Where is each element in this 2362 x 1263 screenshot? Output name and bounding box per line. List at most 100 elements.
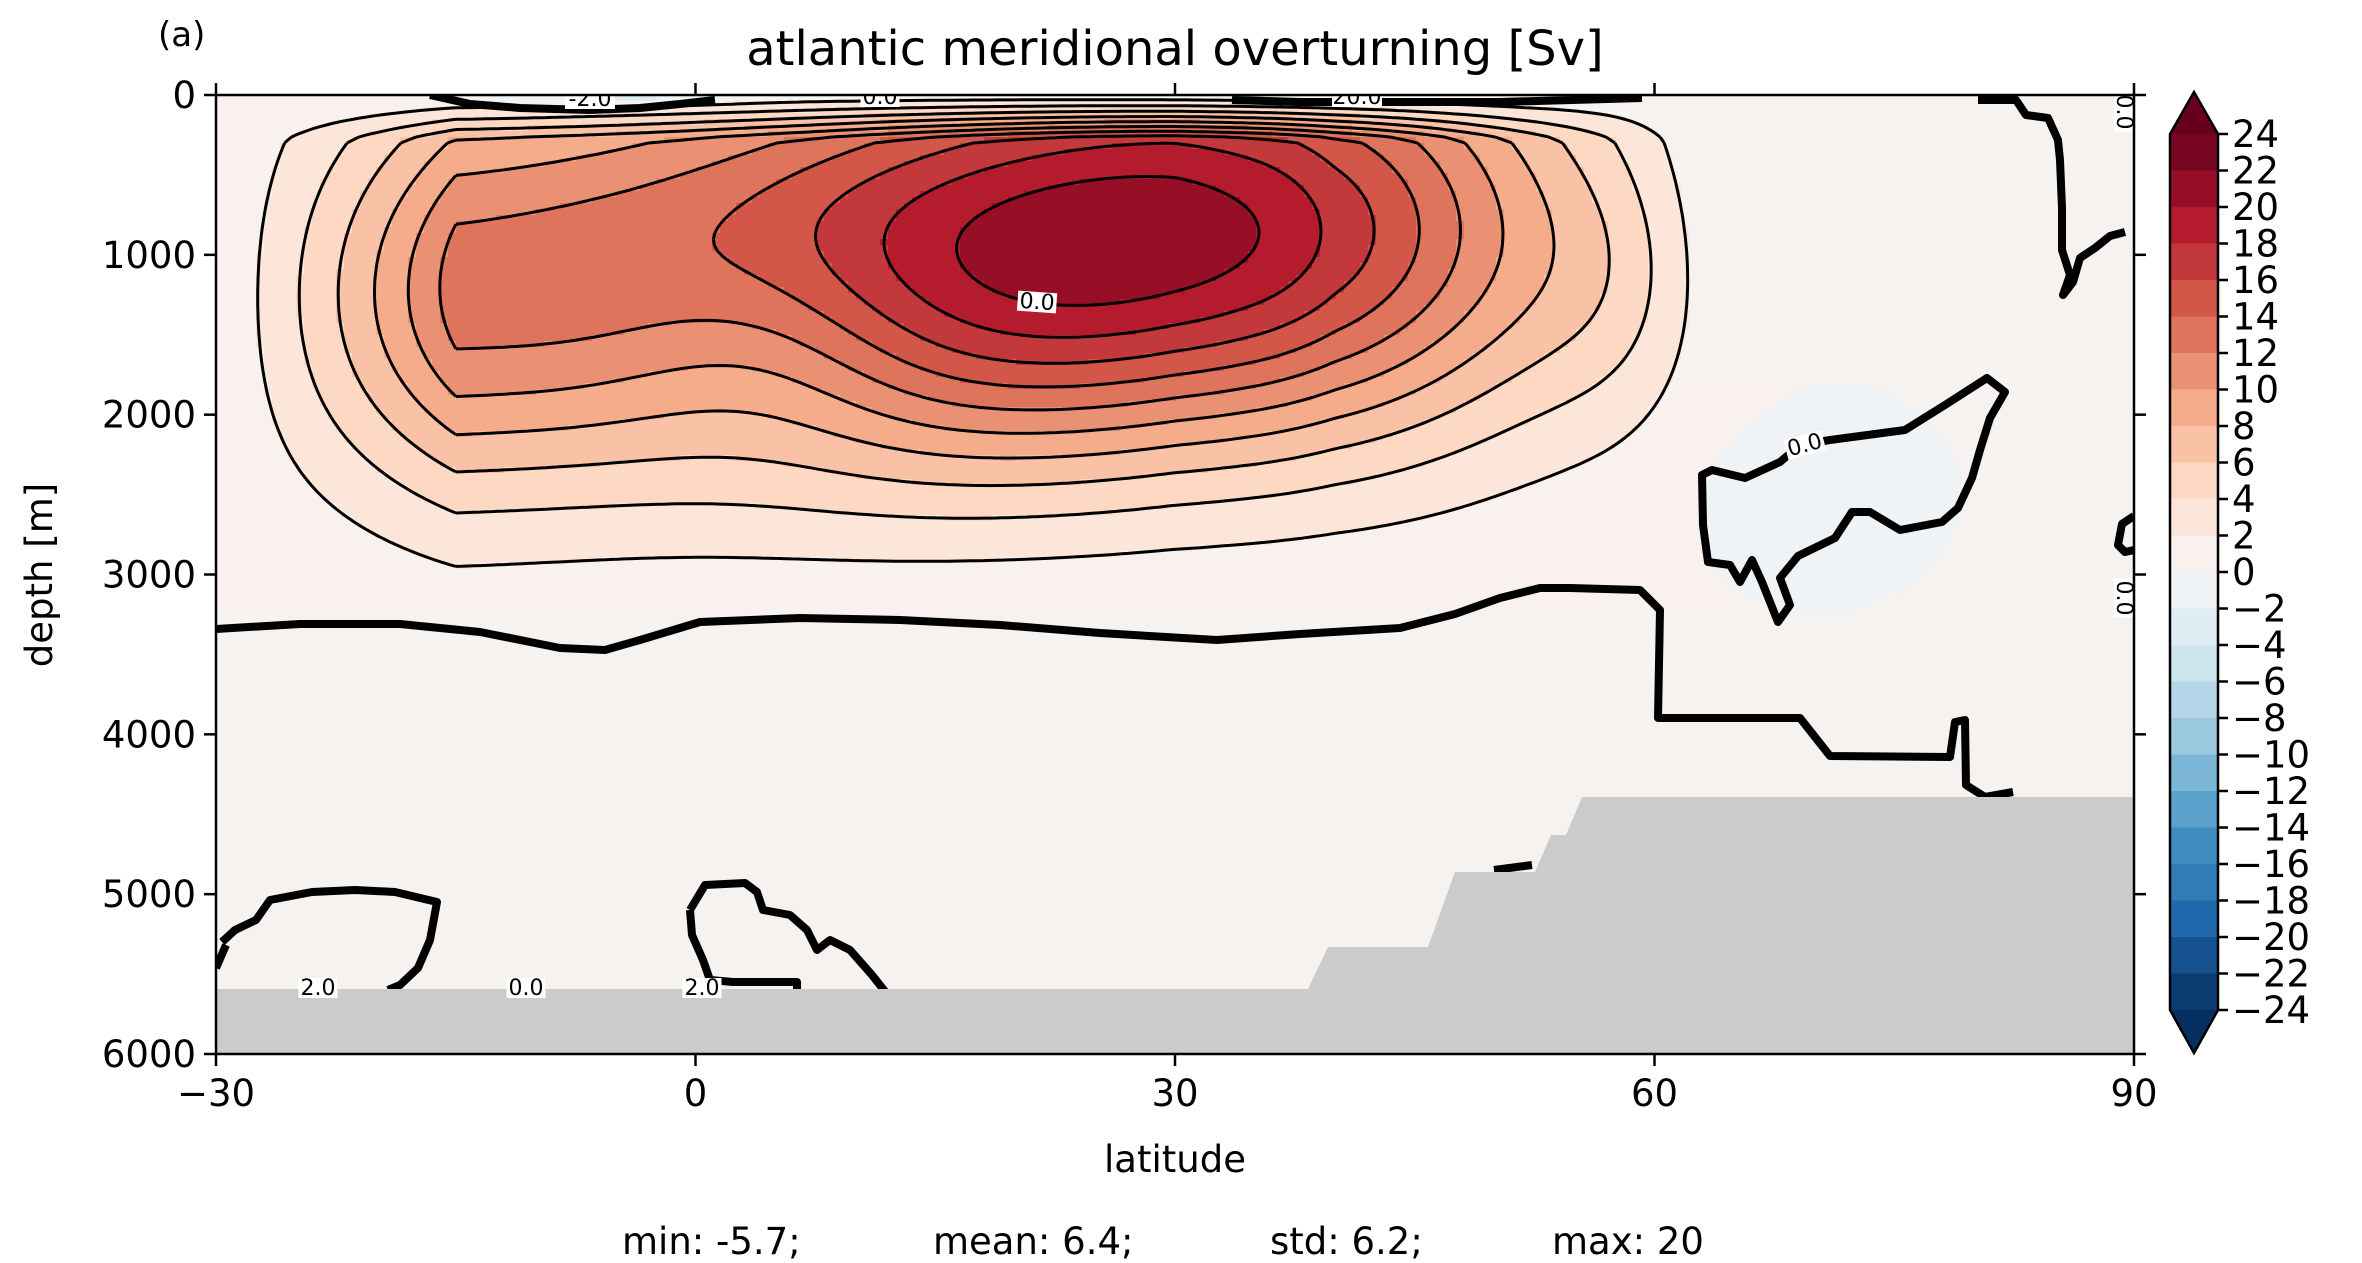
- colorbar-extend-max: [2170, 92, 2218, 134]
- y-axis: 0 1000 2000 3000 4000 5000 6000: [102, 74, 2146, 1076]
- colorbar-tick-label: 24: [2232, 113, 2279, 156]
- colorbar-tick-label: −10: [2232, 734, 2310, 777]
- colorbar-tick-label: −16: [2232, 843, 2310, 886]
- zero-contour: [2114, 512, 2134, 556]
- colorbar-bin: [2170, 791, 2218, 828]
- contour-label: 2.0: [682, 976, 722, 1001]
- zero-contour: [1978, 96, 2127, 299]
- colorbar-tick-label: 0: [2232, 551, 2256, 594]
- colorbar-tick-label: 16: [2232, 259, 2279, 302]
- contour-label: 0.0: [506, 976, 546, 1001]
- colorbar-bin: [2170, 608, 2218, 646]
- colorbar-tick-label: −6: [2232, 661, 2287, 704]
- colorbar-bin: [2170, 353, 2218, 390]
- contour-line: [711, 129, 1421, 389]
- colorbar-bin: [2170, 170, 2218, 208]
- colorbar-tick-label: −24: [2232, 989, 2310, 1032]
- colorbar: 242220181614121086420−2−4−6−8−10−12−14−1…: [2168, 89, 2310, 1056]
- colorbar-extend-min: [2170, 1010, 2218, 1053]
- colorbar-bin: [2170, 243, 2218, 281]
- contour-line: [297, 104, 1653, 520]
- colorbar-bin: [2170, 718, 2218, 755]
- contour-labels: -2.0 0.00.020.00.00.00.02.0 0.0 2.0: [298, 85, 2136, 1001]
- y-tick-label: 0: [172, 74, 196, 117]
- colorbar-bin: [2170, 864, 2218, 901]
- colorbar-tick-label: 12: [2232, 332, 2279, 375]
- colorbar-tick-label: 2: [2232, 515, 2256, 558]
- contour-line: [336, 109, 1611, 488]
- contour-line: [814, 134, 1376, 365]
- zero-contour: [216, 943, 230, 970]
- y-tick-label: 1000: [102, 234, 196, 277]
- contour-label-text: -2.0: [569, 87, 612, 112]
- y-tick-label: 5000: [102, 873, 196, 916]
- y-tick-label: 3000: [102, 554, 196, 597]
- colorbar-tick-label: 8: [2232, 405, 2256, 448]
- contour-line: [438, 125, 1462, 412]
- colorbar-bin: [2170, 973, 2218, 1011]
- stat-mean: mean: 6.4;: [933, 1220, 1133, 1263]
- contour-label-text: 0.0: [2111, 581, 2136, 616]
- colorbar-tick-label: 20: [2232, 186, 2279, 229]
- colorbar-bin: [2170, 572, 2218, 609]
- colorbar-tick-label: −2: [2232, 588, 2287, 631]
- colorbar-tick-label: −20: [2232, 916, 2310, 959]
- y-tick-label: 4000: [102, 713, 196, 756]
- colorbar-bin: [2170, 535, 2218, 573]
- contour-label-text: 0.0: [509, 976, 544, 1001]
- panel-label: (a): [158, 15, 205, 55]
- colorbar-tick-label: 22: [2232, 150, 2279, 193]
- zero-contour: [1493, 861, 1533, 874]
- contour-label-text: 20.0: [1333, 85, 1382, 110]
- contour-lines: [256, 98, 1690, 568]
- contour-label: 0.0: [1016, 289, 1058, 316]
- colorbar-bin: [2170, 134, 2218, 171]
- colorbar-bin: [2170, 499, 2218, 536]
- colorbar-bin: [2170, 280, 2218, 317]
- y-axis-label: depth [m]: [18, 483, 61, 667]
- contour-line: [406, 120, 1505, 435]
- contour-label: 2.0: [298, 976, 338, 1001]
- colorbar-tick-label: −14: [2232, 807, 2310, 850]
- stat-min: min: -5.7;: [622, 1220, 801, 1263]
- contour-label-text: 2.0: [301, 976, 336, 1001]
- contour-line: [882, 141, 1323, 339]
- x-tick-label: −30: [177, 1072, 255, 1115]
- contour-label: 20.0: [1332, 85, 1382, 110]
- contour-label: 0.0: [2111, 95, 2136, 132]
- zero-contour: [1698, 374, 2009, 626]
- x-tick-label: 0: [684, 1072, 708, 1115]
- contour-label-text: 2.0: [685, 976, 720, 1001]
- y-tick-label: 2000: [102, 394, 196, 437]
- colorbar-tick-label: −12: [2232, 770, 2310, 813]
- contour-label-text: 0.0: [2111, 95, 2136, 130]
- zero-contour: [429, 95, 716, 114]
- colorbar-bin: [2170, 827, 2218, 865]
- x-tick-label: 90: [2110, 1072, 2157, 1115]
- colorbar-tick-label: 4: [2232, 478, 2256, 521]
- colorbar-bin: [2170, 389, 2218, 427]
- colorbar-tick-label: 14: [2232, 296, 2279, 339]
- colorbar-tick-label: 6: [2232, 442, 2256, 485]
- contour-line: [955, 175, 1261, 307]
- colorbar-bin: [2170, 316, 2218, 354]
- colorbar-tick-label: −22: [2232, 953, 2310, 996]
- colorbar-bin: [2170, 462, 2218, 500]
- stat-max: max: 20: [1552, 1220, 1704, 1263]
- y-tick-label: 6000: [102, 1033, 196, 1076]
- chart-title: atlantic meridional overturning [Sv]: [746, 21, 1604, 77]
- x-tick-label: 30: [1151, 1072, 1198, 1115]
- plot-area: -2.0 0.00.020.00.00.00.02.0 0.0 2.0: [216, 85, 2136, 1054]
- contour-line: [373, 115, 1556, 460]
- x-tick-label: 60: [1631, 1072, 1678, 1115]
- x-axis-label: latitude: [1104, 1138, 1246, 1181]
- colorbar-tick-label: −4: [2232, 624, 2287, 667]
- colorbar-bin: [2170, 937, 2218, 974]
- contour-label-text: 0.0: [1019, 289, 1056, 316]
- colorbar-bin: [2170, 681, 2218, 719]
- colorbar-tick-label: −18: [2232, 880, 2310, 923]
- stat-std: std: 6.2;: [1270, 1220, 1423, 1263]
- zero-contour: [1231, 95, 1643, 106]
- colorbar-tick-label: 18: [2232, 223, 2279, 266]
